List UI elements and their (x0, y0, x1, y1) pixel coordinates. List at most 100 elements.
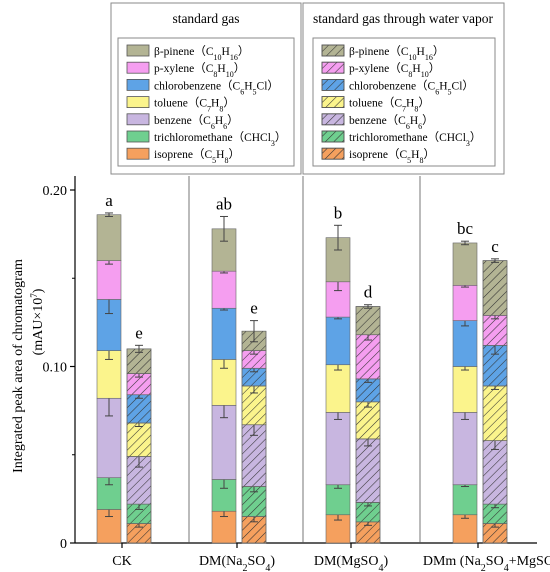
legend-series-name: benzene (349, 115, 387, 127)
legend-formula-part: 16 (230, 53, 238, 62)
legend-label-chlorobenzene-standard-gas: chlorobenzene（C6H5Cl） (154, 79, 279, 96)
legend-formula-part: 8 (408, 70, 412, 79)
bar-segment-toluene-dmm-na2so4-mgso4-standard-gas (452, 366, 478, 413)
legend-paren: （ (416, 79, 428, 92)
legend-label-isoprene-standard-gas: isoprene（C5H8） (154, 148, 240, 165)
legend-formula-part: C (206, 46, 214, 58)
legend-formula-part: 8 (414, 104, 418, 113)
legend-series-name: toluene (154, 98, 188, 110)
legend-hatch-chlorobenzene (321, 79, 345, 91)
legend-formula-part: 6 (240, 87, 244, 96)
y-axis-unit-close: ) (31, 288, 46, 293)
x-category-label-3-part: 4 (504, 563, 509, 572)
legend-label-isoprene-water-vapor: isoprene（C5H8） (349, 148, 435, 165)
x-category-label-3-part: 2 (481, 563, 486, 572)
y-axis-unit: (mAU×107) (29, 288, 46, 355)
legend-label-toluene-water-vapor: toluene（C7H8） (349, 97, 430, 114)
y-axis-label: Integrated peak area of chromatogram (11, 259, 26, 473)
legend-formula-part: 6 (406, 121, 410, 130)
legend-formula-part: C (394, 98, 402, 110)
x-category-label-1-part: 4 (265, 563, 270, 572)
x-category-label-3: DMm (Na2SO4+MgSC (423, 554, 550, 572)
legend-paren: ） (223, 97, 235, 110)
x-category-label-2-part: DM(MgSO (314, 554, 379, 569)
bar-segment-chlorobenzene-dm-na2so4-standard-gas (211, 307, 237, 360)
x-category-label-2-part: ) (383, 554, 388, 569)
legend-series-name: β-pinene (154, 46, 194, 58)
bar-segment-chlorobenzene-dm-mgso4-standard-gas (325, 316, 351, 366)
legend-formula-part: 7 (402, 104, 406, 113)
legend-series-name: isoprene (349, 149, 388, 161)
legend-hatch-trichloromethane (321, 130, 345, 143)
significance-label: ab (216, 194, 232, 213)
legend-formula-part: H (406, 98, 414, 110)
legend-formula-part: 6 (418, 121, 422, 130)
bar-segment-chlorobenzene-ck-water-vapor-hatch (126, 394, 152, 424)
legend-formula-part: 3 (271, 139, 275, 148)
x-category-label-1: DM(Na2SO4) (199, 554, 275, 572)
legend-hatch-pinene (321, 44, 345, 57)
legend-series-name: isoprene (154, 149, 193, 161)
legend-formula-part: 6 (435, 87, 439, 96)
bars (96, 212, 508, 544)
legend-formula-part: C (401, 46, 409, 58)
legend-formula-part: 6 (211, 121, 215, 130)
legend-paren: （ (383, 97, 395, 110)
bar-segment-benzene-dmm-na2so4-mgso4-water-vapor-hatch (482, 440, 508, 505)
legend-paren: （ (188, 97, 200, 110)
legend-paren: ） (423, 148, 435, 161)
legend-series-name: benzene (154, 115, 192, 127)
bar-segment-p-xylene-dmm-na2so4-mgso4-standard-gas (452, 285, 478, 321)
x-category-label-1-part: ) (270, 554, 275, 569)
bar-segment-p-xylene-dm-mgso4-water-vapor-hatch (355, 334, 381, 380)
legend-formula-part: C (398, 115, 406, 127)
legend-formula-part: 8 (219, 104, 223, 113)
legend-series-name: p-xylene (154, 63, 194, 75)
x-category-label-2-part: 4 (378, 563, 383, 572)
legend-label-pinene-water-vapor: β-pinene（C10H16） (349, 45, 444, 62)
bar-segment-toluene-dm-mgso4-water-vapor-hatch (355, 401, 381, 440)
x-category-label-1-part: DM(Na (199, 554, 243, 569)
legend-paren: ） (462, 79, 474, 92)
legend-formula-part: H (412, 63, 420, 75)
x-category-label-2: DM(MgSO4) (314, 554, 389, 572)
legend-hatch-benzene (321, 113, 345, 126)
legend-formula-part: Cl (452, 80, 463, 92)
legend-series-name: chlorobenzene (154, 80, 221, 92)
significance-label: b (334, 203, 343, 222)
legend-paren: （ (194, 45, 206, 58)
legend-paren: （ (389, 62, 401, 75)
x-category-label-3-part: +MgSC (509, 554, 550, 569)
x-category-label-0: CK (112, 554, 131, 569)
legend-formula-part: 6 (223, 121, 227, 130)
legend-formula-part: 10 (226, 70, 234, 79)
y-tick-label: 0.20 (43, 184, 68, 199)
significance-label: e (135, 323, 143, 342)
significance-label: a (105, 191, 113, 210)
legend-inner-water-vapor (312, 37, 496, 167)
legend-formula-part: Cl (257, 80, 268, 92)
bar-segment-p-xylene-dmm-na2so4-mgso4-water-vapor-hatch (482, 315, 508, 346)
legend-formula-part: 5 (407, 156, 411, 165)
legend-formula-part: H (410, 115, 418, 127)
legend-formula-part: C (203, 115, 211, 127)
legend-formula-part: 10 (214, 53, 222, 62)
bar-segment-benzene-dmm-na2so4-mgso4-standard-gas (452, 412, 478, 486)
legend-formula-part: 8 (213, 70, 217, 79)
legend-label-p-xylene-water-vapor: p-xylene（C8H10） (349, 62, 440, 79)
legend-swatch-benzene-standard-gas (126, 113, 150, 126)
bar-segment-pinene-dmm-na2so4-mgso4-water-vapor-hatch (482, 260, 508, 316)
bar-segment-trichloromethane-dmm-na2so4-mgso4-standard-gas (452, 484, 478, 516)
legend-series-name: trichloromethane (154, 132, 233, 144)
legend-label-p-xylene-standard-gas: p-xylene（C8H10） (154, 62, 245, 79)
bar-segment-p-xylene-dm-na2so4-standard-gas (211, 270, 237, 309)
x-category-label-3-part: DMm (Na (423, 554, 482, 569)
legend-entries: β-pinene（C10H16） β-pinene（C10H16）p-xylene… (126, 44, 481, 165)
legend-paren: ） (470, 131, 482, 144)
x-category-label-1-part: SO (247, 554, 265, 569)
legend-paren: ） (227, 114, 239, 127)
legend-formula-part: C (428, 80, 436, 92)
legend-formula-part: C (401, 63, 409, 75)
bar-segment-pinene-dmm-na2so4-mgso4-standard-gas (452, 242, 478, 286)
legend-label-trichloromethane-water-vapor: trichloromethane（CHCl3） (349, 131, 481, 148)
